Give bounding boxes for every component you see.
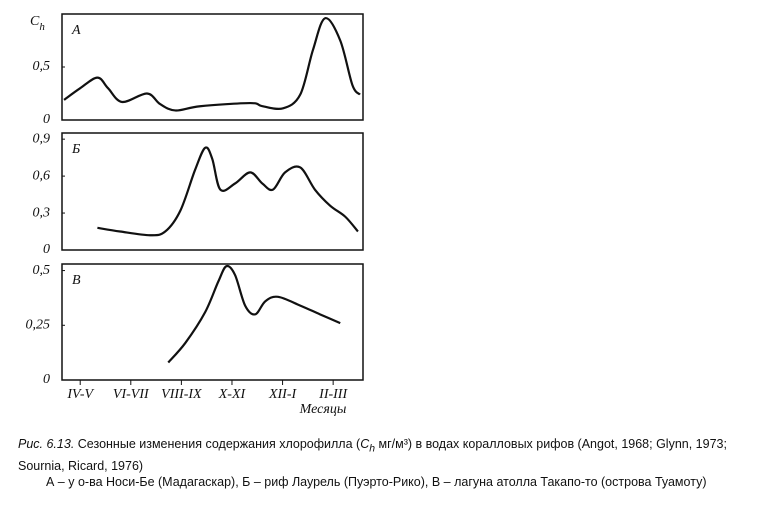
y-tick-label: 0,5 [33, 59, 51, 74]
figure: А Ch 0 0,5 Б 0 0,3 0,6 0,9 В 0 0,25 0,5 IV-V VI-VII VII… [26, 13, 364, 417]
panel-label: Б [71, 142, 80, 157]
data-line [97, 146, 359, 237]
data-line [167, 264, 341, 364]
y-tick-label: 0 [43, 242, 50, 257]
panel-label: В [72, 273, 81, 288]
caption-legend: А – у о-ва Носи-Бе (Мадагаскар), Б – риф… [46, 474, 707, 489]
x-tick-label: XII-I [268, 387, 298, 402]
x-tick-label: II-III [318, 387, 348, 402]
caption: Рис. 6.13. Сезонные изменения содержания… [18, 436, 753, 490]
y-axis-label: Ch [30, 14, 45, 32]
x-tick-label: VI-VII [113, 387, 150, 402]
figure-number: Рис. 6.13. [18, 437, 75, 451]
y-tick-label: 0 [43, 372, 50, 387]
panel-label: А [71, 23, 81, 38]
y-tick-label: 0,9 [33, 131, 51, 146]
x-axis-label: Месяцы [299, 402, 347, 417]
y-tick-label: 0,5 [33, 263, 51, 278]
x-tick-label: VIII-IX [161, 387, 202, 402]
x-tick-label: IV-V [66, 387, 94, 402]
y-tick-label: 0,3 [33, 205, 51, 220]
y-axis-label-sub: h [39, 21, 45, 33]
y-tick-label: 0 [43, 112, 50, 127]
caption-text: Сезонные изменения содержания хлорофилла… [77, 437, 361, 451]
panel-frame [61, 263, 364, 381]
caption-text: мг/м³) в водах коралловых рифов (Angot, … [18, 437, 727, 473]
data-line [63, 17, 361, 112]
y-tick-label: 0,25 [26, 318, 51, 333]
y-tick-label: 0,6 [33, 168, 51, 183]
caption-symbol: C [360, 437, 370, 451]
x-tick-label: X-XI [218, 387, 247, 402]
y-axis-label-main: C [30, 14, 40, 29]
panel-frame [61, 132, 364, 251]
caption-symbol-sub: h [369, 443, 376, 455]
